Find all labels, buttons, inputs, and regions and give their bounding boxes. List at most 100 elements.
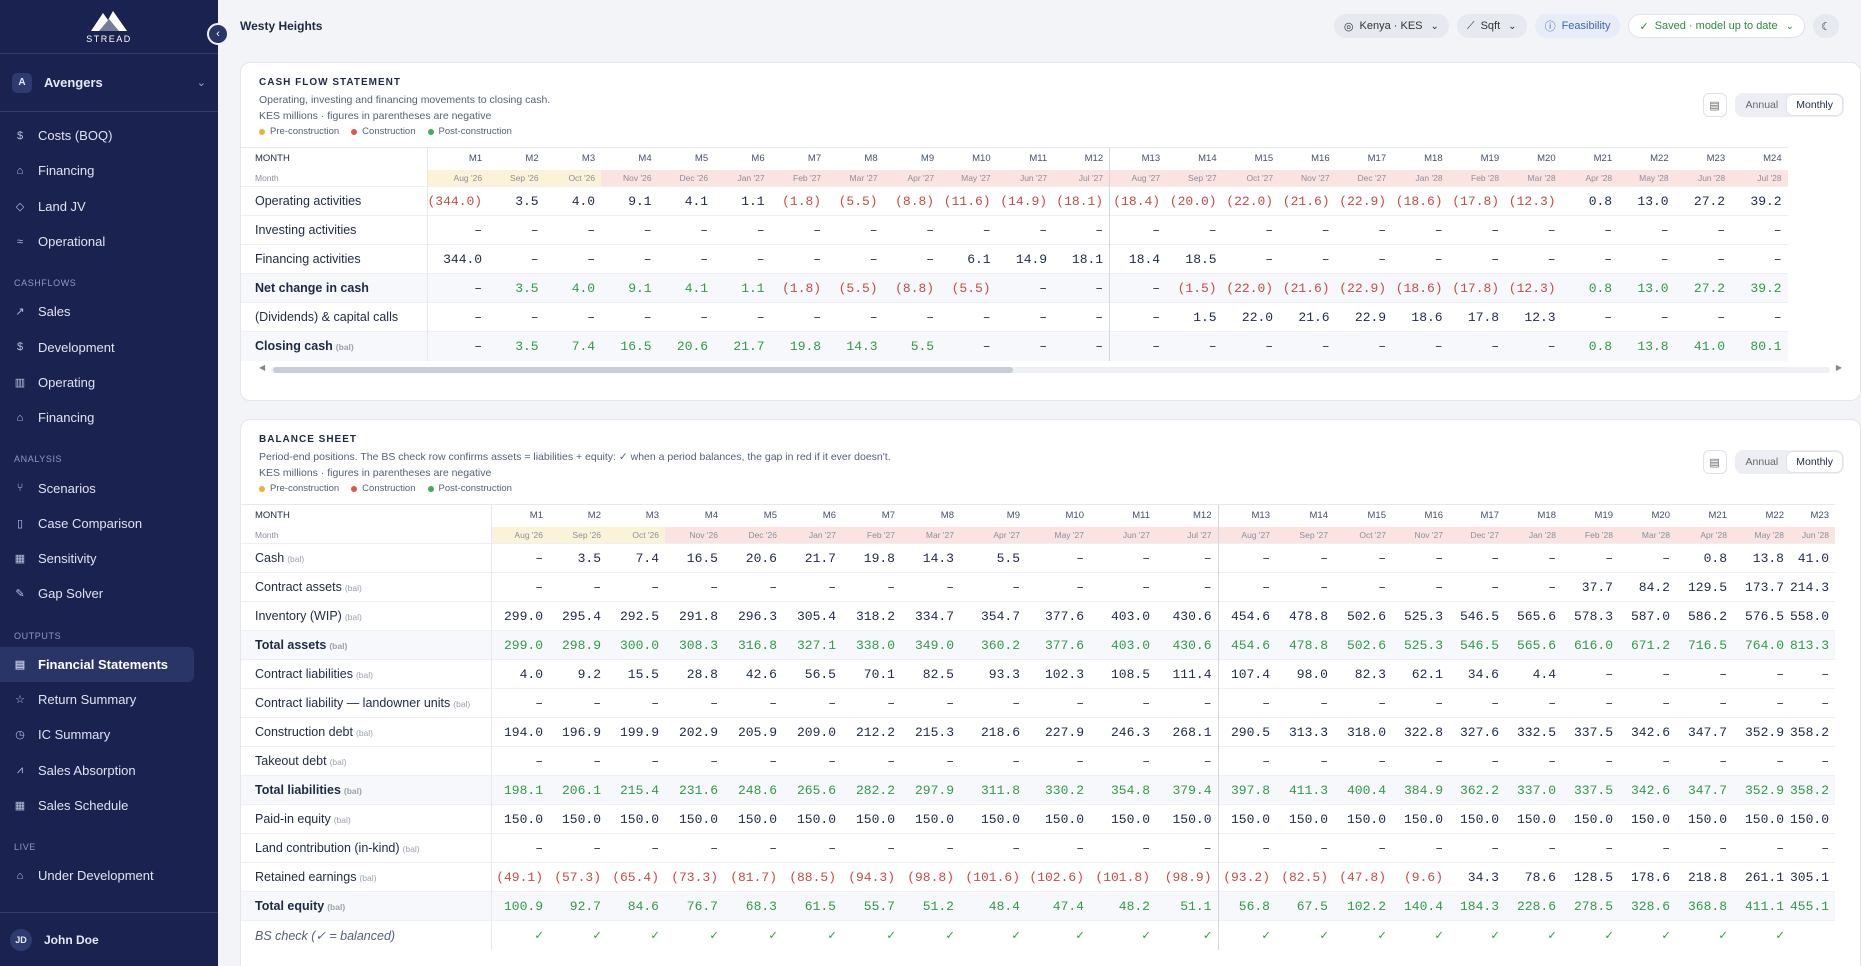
table-view-icon[interactable]: ▤: [1702, 93, 1727, 117]
row-label: Construction debt (bal): [241, 717, 492, 747]
value-cell: –: [827, 244, 884, 274]
table-view-icon[interactable]: ▤: [1702, 450, 1727, 474]
unit-select[interactable]: ⟋ Sqft ⌄: [1456, 14, 1527, 38]
value-cell: 194.0: [491, 717, 549, 747]
value-cell: 150.0: [607, 804, 665, 834]
value-cell: (17.8): [1448, 273, 1506, 303]
collapse-sidebar-button[interactable]: ‹: [207, 23, 229, 45]
horizontal-scrollbar[interactable]: ◀ ▶: [259, 363, 1842, 377]
value-cell: (5.5): [827, 186, 884, 216]
value-cell: –: [1505, 543, 1562, 573]
value-cell: –: [1156, 543, 1218, 573]
sidebar-item-financial-statements[interactable]: ▤ Financial Statements: [0, 646, 194, 682]
sidebar-item-financing[interactable]: ⌂ Financing: [0, 400, 194, 435]
value-cell: 411.1: [1733, 891, 1790, 921]
value-cell: –: [960, 688, 1026, 718]
value-cell: 337.0: [1505, 775, 1562, 805]
row-label: Retained earnings (bal): [241, 862, 492, 892]
sidebar-item-scenarios[interactable]: ⑂ Scenarios: [0, 470, 194, 505]
sidebar-item-sales[interactable]: ↗ Sales: [0, 294, 194, 329]
period-header: M17: [1335, 147, 1393, 170]
value-cell: (22.9): [1335, 186, 1393, 216]
scroll-thumb[interactable]: [273, 366, 1013, 373]
value-cell: 80.1: [1731, 331, 1788, 361]
monthly-button[interactable]: Monthly: [1787, 452, 1842, 472]
period-header: M10: [1026, 504, 1090, 527]
balance-card: BALANCE SHEET Period-end positions. The …: [240, 419, 1861, 966]
cashflow-units: KES millions · figures in parentheses ar…: [259, 110, 492, 122]
row-label: Land contribution (in-kind) (bal): [241, 833, 492, 863]
value-cell: –: [883, 244, 941, 274]
sidebar-item-financing[interactable]: ⌂ Financing: [0, 153, 194, 188]
value-cell: 246.3: [1090, 717, 1156, 747]
sidebar-item-under-development[interactable]: ⌂ Under Development: [0, 858, 194, 893]
user-profile[interactable]: JD John Doe: [0, 912, 218, 966]
logo[interactable]: STREAD: [0, 0, 218, 54]
scroll-right-icon[interactable]: ▶: [1835, 362, 1842, 372]
sidebar-item-case-comparison[interactable]: ▯ Case Comparison: [0, 506, 194, 541]
value-cell: 184.3: [1449, 891, 1505, 921]
value-cell: –: [1449, 746, 1505, 776]
month-cell: Mar '28: [1505, 169, 1562, 187]
bal-tag: (bal): [329, 641, 348, 651]
value-cell: –: [1109, 302, 1167, 332]
value-cell: –: [1505, 746, 1562, 776]
value-cell: 454.6: [1217, 601, 1276, 631]
sidebar-item-return-summary[interactable]: ☆ Return Summary: [0, 682, 194, 717]
theme-toggle[interactable]: ☾: [1813, 14, 1839, 38]
value-cell: 15.5: [607, 659, 665, 689]
period-header: M13: [1217, 504, 1276, 527]
value-cell: –: [783, 688, 842, 718]
value-cell: –: [1619, 543, 1676, 573]
row-label-text: Net change in cash: [255, 281, 369, 295]
table-row: Operating activities (344.0) 3.5 4.0 9.1 4.1 1…: [241, 186, 1788, 216]
row-label: Cash (bal): [241, 543, 492, 573]
value-cell: –: [488, 244, 545, 274]
team-switcher[interactable]: A Avengers ⌄: [0, 54, 218, 112]
value-cell: (14.9): [996, 186, 1054, 216]
value-cell: 455.1: [1790, 891, 1836, 921]
sidebar-item-land-jv[interactable]: ◇ Land JV: [0, 189, 194, 224]
value-cell: (18.6): [1392, 273, 1449, 303]
value-cell: –: [544, 215, 602, 245]
scroll-left-icon[interactable]: ◀: [259, 362, 266, 372]
monthly-button[interactable]: Monthly: [1787, 95, 1842, 115]
value-cell: 292.5: [607, 601, 665, 631]
sidebar: STREAD ‹ A Avengers ⌄ $ Costs (BOQ) ⌂ Finan…: [0, 0, 229, 966]
value-cell: 0.8: [1561, 186, 1619, 216]
sidebar-item-operational[interactable]: ≈ Operational: [0, 224, 194, 259]
check-cell: ✓: [1562, 920, 1619, 950]
sidebar-item-development[interactable]: $ Development: [0, 329, 194, 364]
check-cell: ✓: [1392, 920, 1449, 950]
sidebar-item-label: Financial Statements: [38, 656, 169, 672]
value-cell: –: [601, 215, 658, 245]
value-cell: 478.8: [1276, 601, 1334, 631]
row-label-text: Retained earnings: [255, 870, 357, 884]
sidebar-item-sales-absorption[interactable]: ⩘ Sales Absorption: [0, 752, 194, 787]
mode-label: Feasibility: [1561, 20, 1611, 32]
value-cell: 13.0: [1618, 186, 1675, 216]
month-cell: Aug '26: [491, 526, 549, 544]
sidebar-item-sensitivity[interactable]: ▦ Sensitivity: [0, 541, 194, 576]
value-cell: 411.3: [1276, 775, 1334, 805]
save-status[interactable]: ✓ Saved · model up to date ⌄: [1628, 14, 1805, 38]
mode-badge[interactable]: ⓘ Feasibility: [1534, 14, 1621, 38]
annual-button[interactable]: Annual: [1745, 456, 1779, 468]
value-cell: 268.1: [1156, 717, 1218, 747]
annual-button[interactable]: Annual: [1745, 99, 1779, 111]
nav-section-outputs: OUTPUTS: [14, 630, 62, 641]
sidebar-item-operating[interactable]: ▥ Operating: [0, 365, 194, 400]
value-cell: –: [1334, 572, 1392, 602]
bal-tag: (bal): [402, 844, 420, 854]
sidebar-item-costs-boq[interactable]: $ Costs (BOQ): [0, 118, 194, 153]
sidebar-item-sales-schedule[interactable]: ▦ Sales Schedule: [0, 788, 194, 823]
sidebar-item-ic-summary[interactable]: ◷ IC Summary: [0, 717, 194, 752]
building-icon: ⌂: [16, 869, 24, 882]
sidebar-item-gap-solver[interactable]: ✎ Gap Solver: [0, 576, 194, 611]
legend-pre: Pre-construction: [259, 483, 339, 494]
value-cell: (81.7): [724, 862, 783, 892]
month-cell: Aug '26: [427, 169, 489, 187]
currency-select[interactable]: ◎ Kenya · KES ⌄: [1333, 14, 1449, 38]
table-row: Total assets (bal) 299.0 298.9 300.0 308.3 316…: [241, 630, 1836, 660]
value-cell: 299.0: [491, 630, 549, 660]
